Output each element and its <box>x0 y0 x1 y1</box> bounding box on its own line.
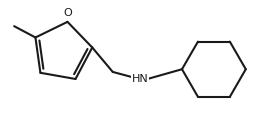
Text: HN: HN <box>131 74 148 84</box>
Text: O: O <box>64 8 72 18</box>
